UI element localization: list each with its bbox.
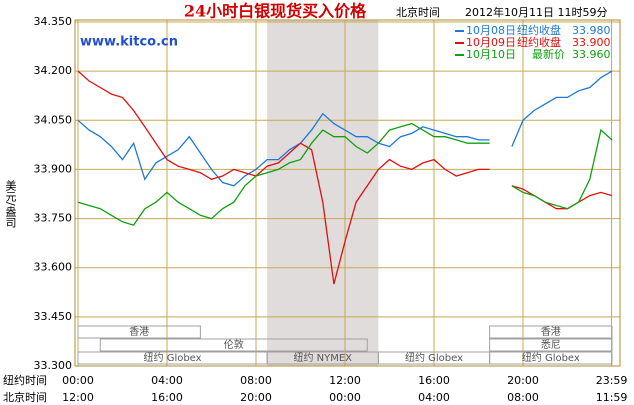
x-tick-label: 00:00 bbox=[62, 374, 94, 387]
session-box bbox=[489, 351, 613, 365]
legend-name: 10月10日 bbox=[466, 48, 516, 61]
y-tick-label: 33.450 bbox=[34, 310, 73, 323]
timestamp: 2012年10月11日 11时59分 bbox=[465, 5, 607, 19]
time-label: 北京时间 bbox=[396, 5, 440, 19]
session-label: 纽约 Globex bbox=[144, 351, 202, 364]
y-tick-label: 33.300 bbox=[34, 359, 73, 372]
x-tick-label: 11:59 bbox=[596, 391, 628, 404]
session-box bbox=[489, 325, 613, 339]
x-tick-label: 04:00 bbox=[418, 391, 450, 404]
session-label: 香港 bbox=[541, 326, 561, 338]
session-label: 香港 bbox=[129, 326, 149, 338]
series-line bbox=[77, 70, 613, 285]
legend-value: 33.900 bbox=[572, 36, 611, 49]
session-shade bbox=[267, 20, 379, 366]
session-label: 纽约 Globex bbox=[405, 351, 463, 364]
session-box bbox=[99, 338, 368, 352]
session-box bbox=[77, 325, 201, 339]
x-tick-label: 16:00 bbox=[151, 391, 183, 404]
series-line bbox=[77, 122, 613, 226]
session-label: 纽约 NYMEX bbox=[293, 351, 352, 364]
y-tick-label: 33.900 bbox=[34, 162, 73, 175]
session-label: 纽约 Globex bbox=[522, 351, 580, 364]
plot-frame bbox=[74, 19, 621, 367]
x-tick-label: 16:00 bbox=[418, 374, 450, 387]
y-tick-label: 34.350 bbox=[34, 15, 73, 28]
y-tick-label: 33.750 bbox=[34, 212, 73, 225]
x-row-label: 北京时间 bbox=[3, 390, 47, 404]
legend-text: 纽约收盘 bbox=[517, 23, 561, 37]
y-tick-label: 34.050 bbox=[34, 113, 73, 126]
x-tick-label: 20:00 bbox=[240, 391, 272, 404]
x-row-label: 纽约时间 bbox=[3, 373, 47, 387]
y-axis-label: 美元/盎司 bbox=[4, 180, 17, 228]
legend-value: 33.980 bbox=[572, 24, 611, 37]
legend-name: 10月08日 bbox=[466, 24, 516, 37]
legend-value: 33.960 bbox=[572, 48, 611, 61]
series-line bbox=[77, 70, 613, 187]
legend-name: 10月09日 bbox=[466, 36, 516, 49]
x-tick-label: 12:00 bbox=[62, 391, 94, 404]
session-box bbox=[489, 338, 613, 352]
session-label: 悉尼 bbox=[541, 339, 561, 351]
x-tick-label: 08:00 bbox=[240, 374, 272, 387]
session-label: 伦敦 bbox=[224, 338, 244, 351]
x-tick-label: 12:00 bbox=[329, 374, 361, 387]
x-tick-label: 04:00 bbox=[151, 374, 183, 387]
site: www.kitco.cn bbox=[80, 35, 178, 50]
legend-text: 纽约收盘 bbox=[517, 35, 561, 49]
y-tick-label: 33.600 bbox=[34, 261, 73, 274]
x-tick-label: 08:00 bbox=[507, 391, 539, 404]
x-tick-label: 00:00 bbox=[329, 391, 361, 404]
chart-title: 24小时白银现货买入价格 bbox=[184, 2, 367, 21]
y-tick-label: 34.200 bbox=[34, 64, 73, 77]
x-tick-label: 23:59 bbox=[596, 374, 628, 387]
x-tick-label: 20:00 bbox=[507, 374, 539, 387]
legend-text: 最新价 bbox=[532, 47, 565, 61]
